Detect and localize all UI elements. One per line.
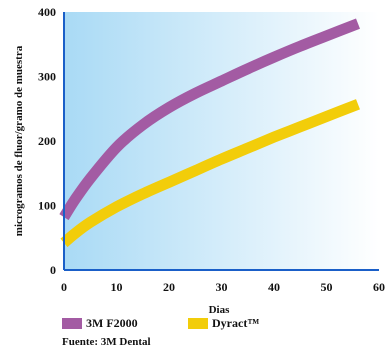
x-tick-label: 30 <box>216 280 228 294</box>
plot-background <box>64 12 379 270</box>
y-tick-label: 200 <box>38 134 56 148</box>
y-tick-labels: 0 100 200 300 400 <box>38 5 56 277</box>
x-axis-title: Dias <box>209 304 231 316</box>
legend: 3M F2000 Dyract™ <box>62 316 382 336</box>
legend-label-dyract: Dyract™ <box>212 316 260 330</box>
legend-item-f2000: 3M F2000 <box>62 316 138 331</box>
x-tick-label: 20 <box>163 280 175 294</box>
legend-label-f2000: 3M F2000 <box>86 316 138 330</box>
x-tick-label: 0 <box>61 280 67 294</box>
source-note: Fuente: 3M Dental <box>62 336 151 348</box>
series-line-1 <box>60 99 361 248</box>
x-tick-label: 50 <box>321 280 333 294</box>
y-tick-label: 300 <box>38 70 56 84</box>
legend-swatch-f2000 <box>62 318 82 329</box>
y-tick-label: 400 <box>38 5 56 19</box>
y-tick-label: 0 <box>50 263 56 277</box>
x-tick-labels: 0 10 20 30 40 50 60 <box>61 280 385 294</box>
series-line-0 <box>59 18 361 221</box>
chart: 0 100 200 300 400 0 10 20 30 40 50 60 microgramos … <box>13 5 385 316</box>
x-tick-label: 10 <box>111 280 123 294</box>
x-tick-label: 40 <box>268 280 280 294</box>
series-layer <box>59 18 361 248</box>
legend-item-dyract: Dyract™ <box>188 316 259 331</box>
x-tick-label: 60 <box>373 280 385 294</box>
y-axis-title: microgramos de fluor/gramo de muestra <box>13 45 25 236</box>
y-tick-label: 100 <box>38 199 56 213</box>
legend-swatch-dyract <box>188 318 208 329</box>
